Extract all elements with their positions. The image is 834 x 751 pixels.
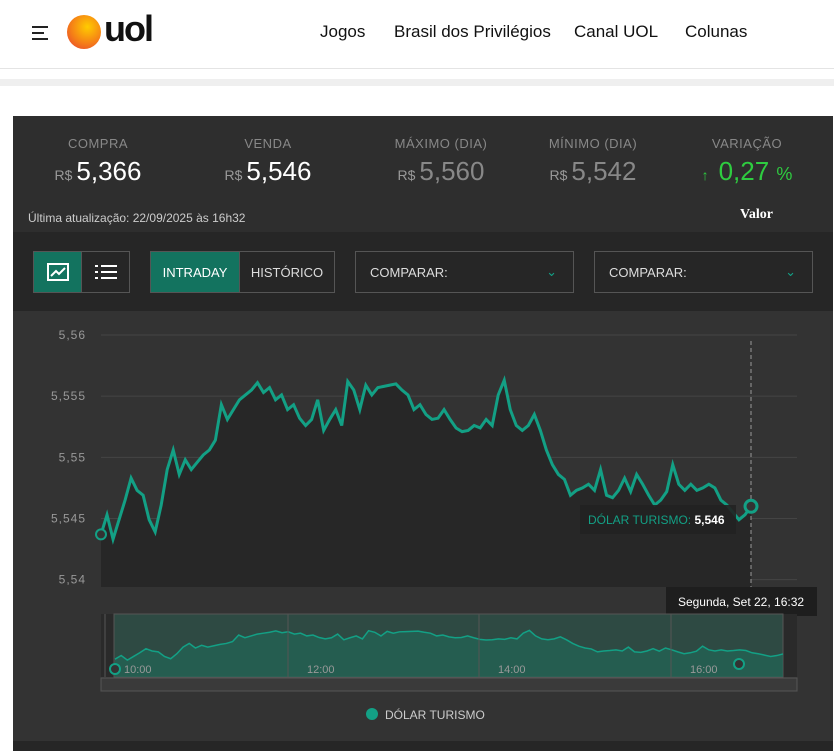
navigator-tick-label: 14:00 bbox=[498, 664, 526, 676]
value: 5,560 bbox=[419, 156, 485, 186]
y-tick-label: 5,55 bbox=[59, 450, 86, 464]
navigator-tick-label: 10:00 bbox=[124, 664, 152, 676]
quote-label: COMPRA bbox=[67, 136, 129, 151]
chevron: ⌄ bbox=[546, 264, 557, 279]
value: 0,27 bbox=[718, 156, 770, 186]
navigator-handle bbox=[109, 663, 121, 675]
scrollbar bbox=[100, 677, 798, 692]
marker bbox=[95, 528, 107, 541]
area bbox=[101, 380, 751, 587]
line bbox=[99, 375, 753, 545]
quote-value: R$ 5,560 bbox=[366, 156, 516, 187]
arrow: ↑ bbox=[701, 167, 709, 183]
logo[interactable]: uol bbox=[104, 8, 154, 49]
quote-value: R$ 5,366 bbox=[23, 156, 173, 187]
divider bbox=[0, 68, 834, 69]
list-icon bbox=[94, 265, 117, 279]
tooltip-series: DÓLAR TURISMO bbox=[588, 512, 688, 527]
navigator-tick-label: 16:00 bbox=[690, 664, 718, 676]
nav-link[interactable]: Brasil dos Privilégios bbox=[394, 22, 551, 41]
value: 5,366 bbox=[76, 156, 142, 186]
currency: R$ bbox=[54, 167, 73, 183]
quote-label: MÁXIMO (DIA) bbox=[394, 136, 488, 151]
panel-footer bbox=[13, 741, 833, 751]
tooltip-bg bbox=[580, 505, 736, 534]
navigator-line bbox=[114, 629, 784, 661]
quote-label: MÍNIMO (DIA) bbox=[548, 136, 638, 151]
band bbox=[0, 79, 834, 86]
list-view-button[interactable] bbox=[81, 251, 130, 293]
legend-label: DÓLAR TURISMO bbox=[385, 707, 485, 722]
controls: INTRADAY HISTÓRICO COMPARAR: ⌄ COMPARAR: ⌄ bbox=[13, 232, 833, 312]
quote-label: VENDA bbox=[244, 136, 292, 151]
marker bbox=[743, 498, 759, 514]
variation-value: ↑ 0,27 % bbox=[672, 156, 822, 187]
unit: % bbox=[776, 164, 793, 184]
tab[interactable]: INTRADAY bbox=[150, 251, 240, 293]
quote-value: R$ 5,546 bbox=[193, 156, 343, 187]
navigator-handle bbox=[733, 658, 745, 670]
updated: Última atualização: 22/09/2025 às 16h32 bbox=[28, 211, 246, 225]
date-tooltip: Segunda, Set 22, 16:32 bbox=[678, 595, 804, 609]
nav-link[interactable]: Colunas bbox=[685, 22, 748, 41]
value: 5,542 bbox=[571, 156, 637, 186]
tab[interactable]: HISTÓRICO bbox=[239, 251, 335, 293]
chart-icon bbox=[46, 263, 69, 281]
quote-value: R$ 5,542 bbox=[518, 156, 668, 187]
tooltip-value: 5,546 bbox=[694, 513, 724, 527]
source: Valor bbox=[740, 207, 773, 222]
nav-link[interactable]: Jogos bbox=[320, 22, 366, 41]
currency: R$ bbox=[397, 167, 416, 183]
currency: R$ bbox=[549, 167, 568, 183]
navigator-area bbox=[115, 630, 783, 677]
tooltip: DÓLAR TURISMO: 5,546 bbox=[588, 512, 725, 527]
nav-link[interactable]: Canal UOL bbox=[574, 22, 659, 41]
compare-label: COMPARAR: bbox=[609, 264, 687, 280]
navigator-tick-label: 12:00 bbox=[307, 664, 335, 676]
compare-select[interactable]: COMPARAR: ⌄ bbox=[355, 251, 574, 293]
y-tick-label: 5,545 bbox=[51, 511, 86, 525]
chevron: ⌄ bbox=[785, 264, 796, 279]
compare-select[interactable]: COMPARAR: ⌄ bbox=[594, 251, 813, 293]
y-tick-label: 5,54 bbox=[59, 573, 86, 587]
currency: R$ bbox=[224, 167, 243, 183]
date-tooltip-bg bbox=[666, 587, 817, 616]
logo-icon[interactable] bbox=[67, 15, 101, 49]
variation-label: VARIAÇÃO bbox=[711, 136, 783, 151]
legend-marker bbox=[366, 708, 378, 720]
y-tick-label: 5,555 bbox=[51, 389, 86, 403]
y-tick-label: 5,56 bbox=[59, 328, 86, 342]
chart-view-button[interactable] bbox=[33, 251, 82, 293]
compare-label: COMPARAR: bbox=[370, 264, 448, 280]
menu-icon[interactable] bbox=[32, 26, 48, 40]
value: 5,546 bbox=[246, 156, 312, 186]
